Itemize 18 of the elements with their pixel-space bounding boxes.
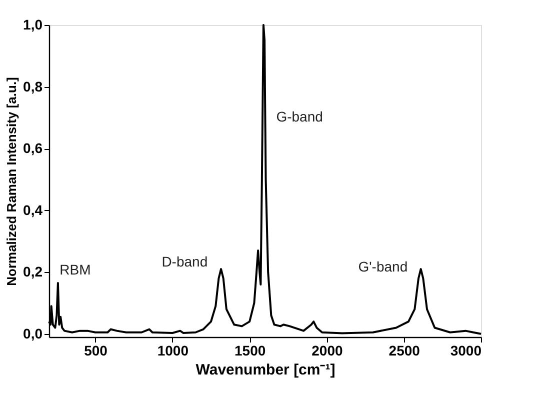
y-tick-label: 0,0 — [23, 325, 43, 342]
x-tick-label: 2500 — [388, 342, 420, 358]
y-tick-label: 0,2 — [23, 264, 43, 280]
x-tick-label: 1000 — [157, 342, 189, 358]
annotation: G'-band — [358, 258, 408, 274]
y-axis-title: Normalized Raman Intensity [a.u.] — [4, 77, 20, 286]
y-tick-label: 0,8 — [23, 78, 43, 94]
x-tick-label: 500 — [84, 342, 108, 358]
x-tick-label: 1500 — [234, 342, 266, 358]
annotation: D-band — [162, 254, 208, 270]
y-tick-label: 1,0 — [23, 16, 43, 32]
x-axis-title: Wavenumber [cm⁻¹] — [196, 362, 336, 378]
y-tick-label: 0,4 — [23, 202, 43, 218]
y-tick-label: 0,6 — [23, 140, 43, 156]
annotation: G-band — [276, 108, 323, 125]
x-tick-label: 3000 — [450, 342, 482, 358]
annotation: RBM — [60, 262, 91, 278]
x-tick-label: 2000 — [312, 342, 343, 358]
